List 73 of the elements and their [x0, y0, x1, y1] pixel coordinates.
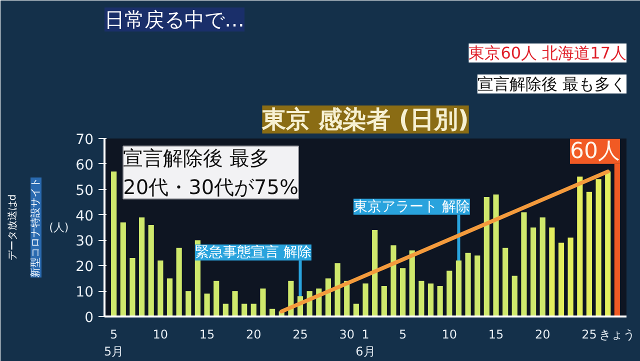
- bar: [577, 176, 583, 316]
- x-tick-label: 20: [534, 328, 550, 342]
- y-tick-label: 30: [76, 234, 94, 250]
- bar: [605, 172, 611, 316]
- x-tick-label: 25: [292, 328, 308, 342]
- bar: [204, 294, 210, 316]
- text: 宣言解除後 最も多く: [477, 74, 627, 94]
- bar: [512, 276, 518, 316]
- bar: [176, 248, 182, 316]
- bar: [474, 255, 480, 316]
- bar: [586, 192, 592, 316]
- annotation: 宣言解除後 最多 20代・30代が75%: [123, 146, 298, 199]
- bar: [166, 278, 173, 316]
- x-tick-label: きょう: [599, 328, 636, 342]
- bar: [558, 242, 564, 316]
- bar: [130, 258, 136, 316]
- x-tick-label: 5: [398, 328, 407, 342]
- bar: [334, 263, 340, 316]
- bar: [138, 217, 145, 316]
- bar: [111, 172, 117, 316]
- x-tick-label: 25: [582, 328, 597, 342]
- x-tick-label: 1 6月: [356, 328, 376, 358]
- bar: [409, 250, 415, 316]
- text: データ放送はd: [6, 194, 18, 261]
- bar: [148, 224, 154, 316]
- bar: [418, 280, 424, 316]
- bar: [596, 179, 602, 316]
- x-tick-label: 5 5月: [104, 328, 124, 358]
- ref-line-label: 東京アラート 解除: [353, 198, 470, 215]
- x-tick-label: 10: [442, 328, 458, 342]
- bar: [493, 194, 499, 316]
- text: 新型コロナ特設サイト: [30, 178, 42, 278]
- bar: [465, 252, 471, 316]
- chart-title: 東京 感染者 (日別): [261, 106, 469, 134]
- y-tick-label: 50: [76, 182, 94, 199]
- y-tick-label: 10: [76, 284, 94, 301]
- bar: [372, 230, 378, 316]
- bar: [232, 291, 238, 316]
- bar: [530, 228, 536, 316]
- bar: [400, 268, 406, 316]
- bar: [521, 212, 527, 316]
- bar: [568, 238, 574, 316]
- bar: [540, 217, 546, 316]
- bar: [549, 228, 555, 316]
- ref-line-label: 緊急事態宣言 解除: [194, 244, 312, 261]
- y-tick-label: 40: [76, 208, 94, 224]
- text: 東京60人 北海道17人: [468, 44, 627, 62]
- y-tick-label: 0: [84, 310, 94, 326]
- bar: [446, 270, 452, 316]
- bar: [120, 222, 126, 316]
- bar: [428, 283, 434, 316]
- x-tick-label: 15: [199, 328, 215, 342]
- x-tick-label: 20: [246, 328, 262, 342]
- bar: [214, 280, 220, 316]
- y-tick-label: 70: [76, 132, 94, 148]
- bar: [456, 260, 462, 316]
- bar: [186, 291, 192, 316]
- bar: [260, 288, 266, 316]
- x-tick-label: 10: [152, 328, 168, 342]
- bar: [484, 196, 490, 316]
- y-axis-title: (人): [49, 221, 69, 234]
- bar: [158, 260, 164, 316]
- y-tick-label: 20: [76, 259, 94, 276]
- text: 日常戻る中で…: [104, 8, 244, 32]
- bar: [502, 248, 508, 316]
- bar: [381, 286, 387, 316]
- x-tick-label: 15: [488, 328, 504, 342]
- bar: [362, 283, 368, 316]
- bar: [437, 286, 443, 316]
- data-label: 60人: [570, 138, 620, 164]
- x-tick-label: 30: [339, 328, 355, 342]
- bar: [390, 245, 396, 316]
- y-tick-label: 60: [76, 157, 94, 174]
